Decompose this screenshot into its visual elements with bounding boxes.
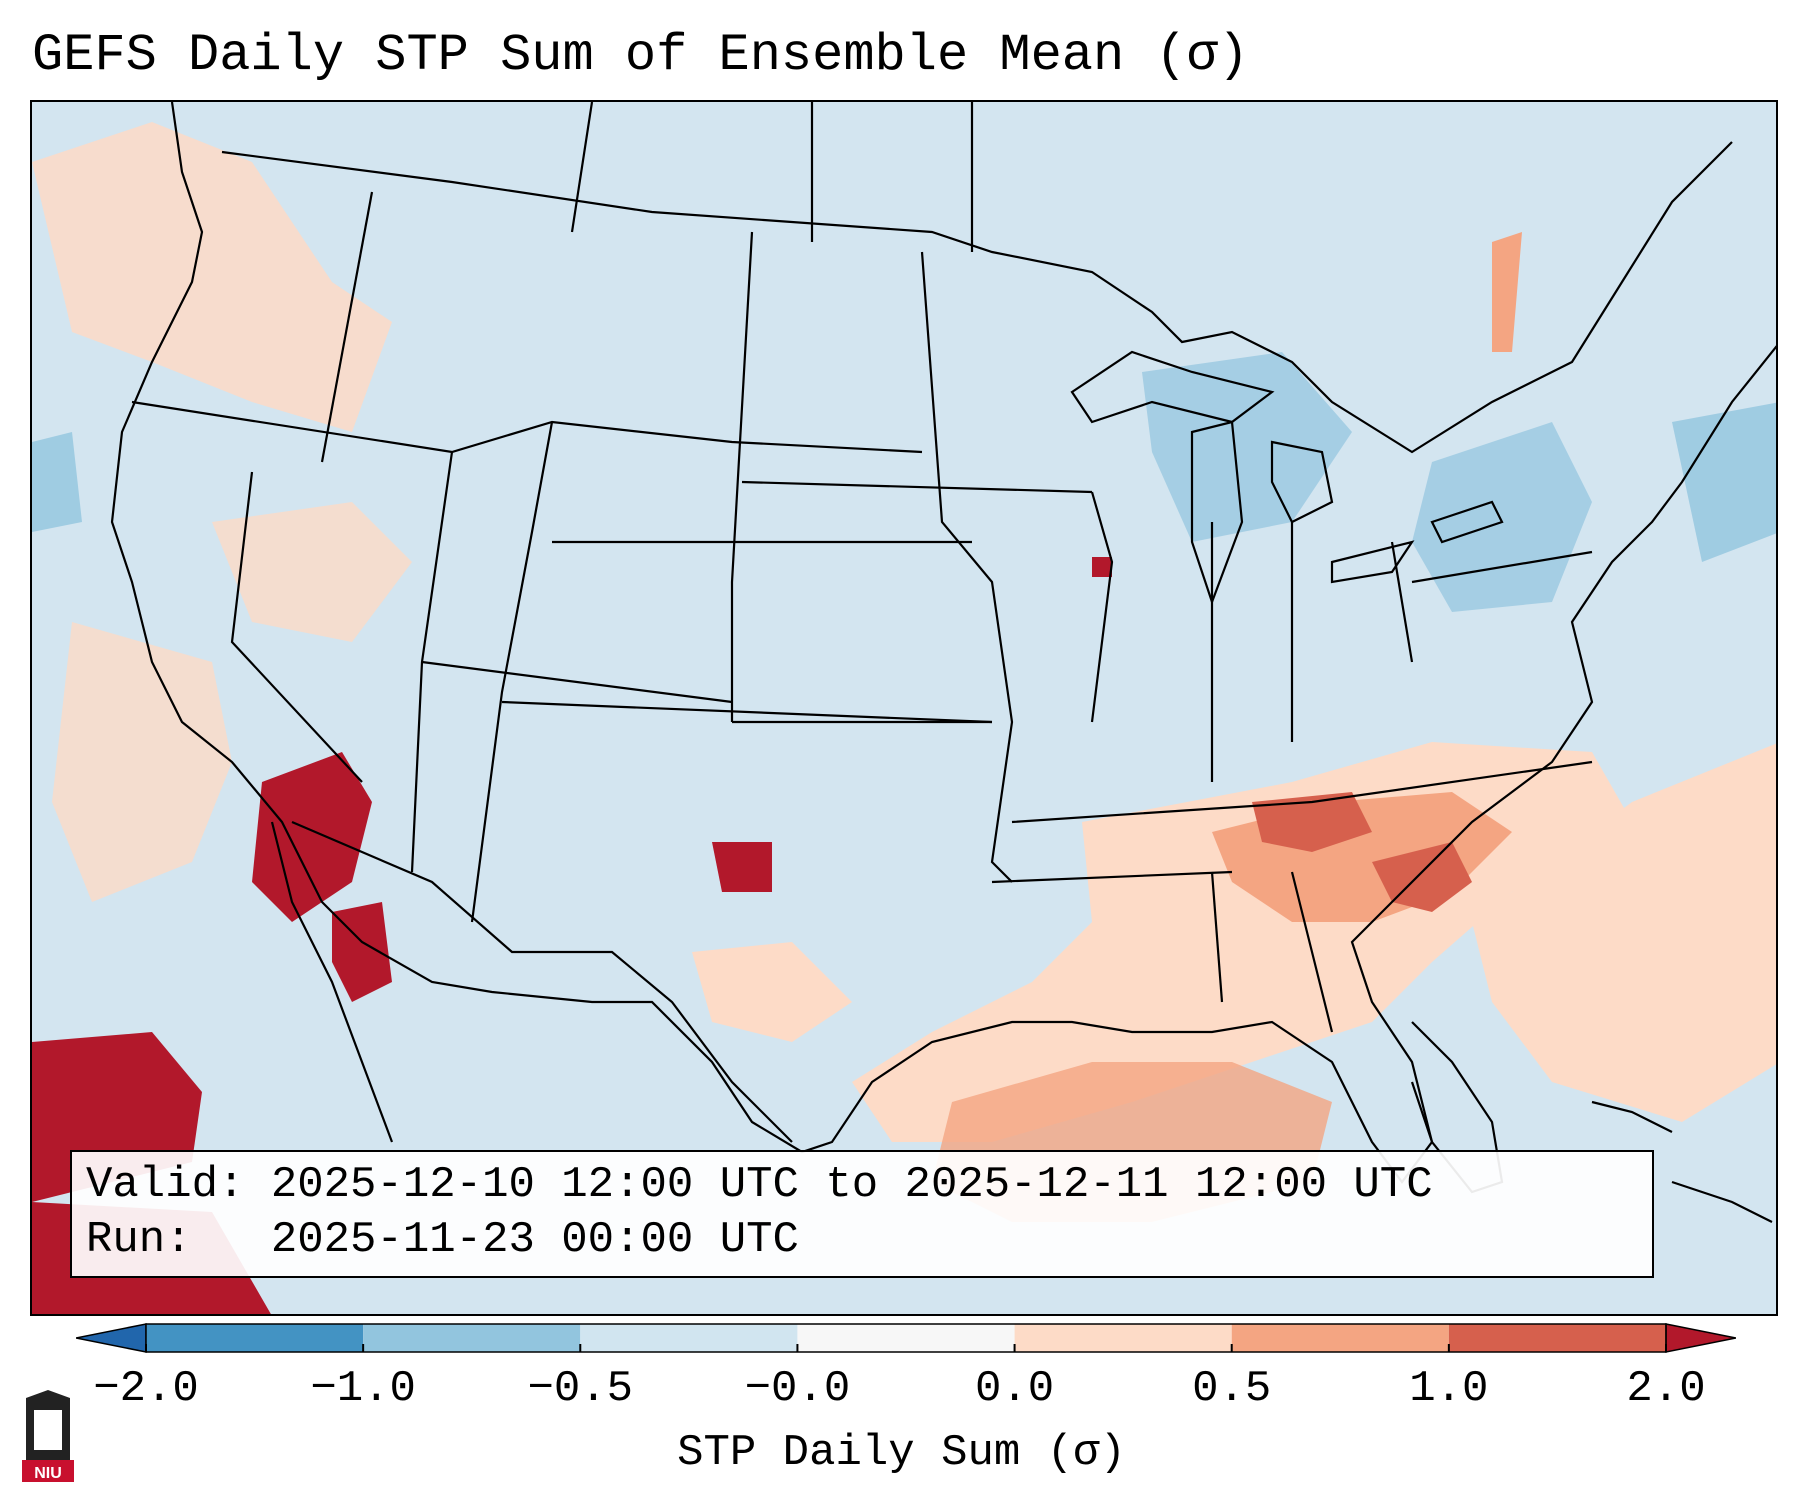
chart-title: GEFS Daily STP Sum of Ensemble Mean (σ): [32, 26, 1249, 85]
tennessee-strong-area: [1252, 792, 1372, 852]
colorbar-bin: [1448, 1324, 1666, 1352]
colorbar-over-triangle: [1665, 1323, 1737, 1353]
state-line: [920, 251, 1014, 883]
state-line: [1390, 541, 1414, 663]
state-line: [1090, 491, 1114, 723]
colorbar-bin: [146, 1324, 364, 1352]
northeast-negative-area: [1412, 422, 1592, 612]
atlantic-canada-negative-area: [1672, 402, 1776, 562]
pacific-northwest-positive-area: [32, 122, 392, 432]
state-line: [570, 102, 594, 233]
state-line: [320, 191, 374, 463]
great-lakes-negative-area: [1142, 352, 1352, 542]
colorbar-bin: [1014, 1324, 1232, 1352]
map-panel: Valid: 2025-12-10 12:00 UTC to 2025-12-1…: [30, 100, 1778, 1316]
valid-time-text: Valid: 2025-12-10 12:00 UTC to 2025-12-1…: [86, 1160, 1433, 1210]
state-line: [421, 660, 733, 704]
state-line: [410, 451, 454, 873]
logo-window-icon: [34, 1410, 62, 1450]
state-line: [501, 700, 993, 724]
logo-banner: [22, 1460, 74, 1482]
state-line: [131, 400, 923, 454]
colorbar-tick-label: 0.0: [974, 1364, 1055, 1414]
colorbar-tick-label: 2.0: [1626, 1364, 1706, 1414]
state-line: [730, 231, 754, 722]
colorbar: [75, 1322, 1737, 1359]
map-svg: [32, 102, 1776, 1314]
colorbar-outline: [145, 1323, 1667, 1353]
texas-panhandle-strong-area: [712, 842, 772, 892]
niu-logo: NIU: [22, 1390, 74, 1482]
lake-superior: [1070, 350, 1275, 424]
colorbar-label: STP Daily Sum (σ): [677, 1428, 1126, 1478]
canada-border: [221, 141, 1733, 454]
southern-california-strong-area: [252, 752, 372, 922]
lake-michigan: [1190, 420, 1244, 606]
atlantic-positive-area: [1472, 743, 1776, 1122]
california-coast-positive-area: [52, 622, 232, 902]
state-line: [230, 471, 363, 783]
colorbar-under-triangle: [75, 1323, 147, 1353]
colorbar-tick-label: −1.0: [310, 1364, 416, 1414]
logo-text: NIU: [34, 1465, 62, 1482]
colorbar-tick-label: −0.5: [527, 1364, 634, 1414]
valid-run-info-box: Valid: 2025-12-10 12:00 UTC to 2025-12-1…: [70, 1150, 1654, 1278]
mexico-border: [291, 820, 793, 1143]
state-line: [1290, 871, 1334, 1033]
colorbar-bin: [797, 1324, 1015, 1352]
lake-ontario: [1430, 500, 1504, 544]
texas-positive-area: [692, 942, 852, 1042]
colorbar-tick-label: −2.0: [93, 1364, 199, 1414]
colorbar-tick-label: 0.5: [1192, 1364, 1272, 1414]
anomaly-patches: [32, 122, 1776, 1314]
coastline: [110, 102, 1776, 1184]
state-line: [1011, 760, 1593, 824]
pacific-negative-area: [32, 432, 82, 532]
state-line: [1411, 550, 1593, 584]
colorbar-bin: [580, 1324, 798, 1352]
lake-erie: [1330, 540, 1415, 584]
colorbar-tick-label: −0.0: [744, 1364, 851, 1414]
state-line: [1210, 871, 1224, 1003]
colorbar-bin: [363, 1324, 581, 1352]
caribbean-islands: [1591, 1100, 1673, 1133]
state-line: [991, 870, 1233, 884]
carolinas-strong-area: [1372, 842, 1472, 912]
boundary-lines: [110, 102, 1776, 1223]
state-line: [741, 480, 1093, 494]
iowa-strong-cell: [1092, 557, 1112, 577]
colorbar-svg: [75, 1323, 1737, 1353]
baja-coast: [270, 821, 394, 1143]
run-time-text: Run: 2025-11-23 00:00 UTC: [86, 1215, 799, 1265]
caribbean-islands: [1671, 1180, 1773, 1223]
baja-strong-area: [332, 902, 392, 1002]
lake-huron: [1270, 440, 1334, 524]
state-line: [470, 421, 554, 923]
quebec-moderate-area: [1492, 232, 1522, 352]
great-basin-positive-area: [212, 502, 412, 642]
colorbar-bin: [1231, 1324, 1449, 1352]
colorbar-tick-label: 1.0: [1409, 1364, 1489, 1414]
